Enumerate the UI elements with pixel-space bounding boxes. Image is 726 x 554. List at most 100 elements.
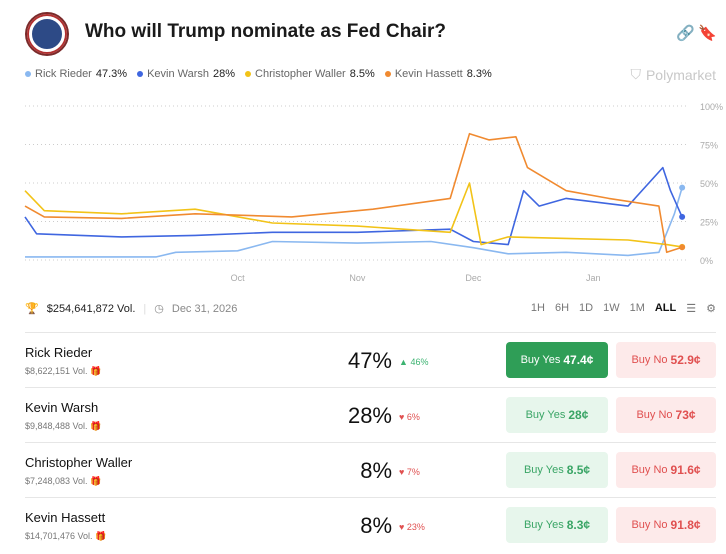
outcome-row[interactable]: Christopher Waller $7,248,083 Vol. 🎁 8% … — [25, 442, 716, 497]
legend-name: Christopher Waller — [255, 68, 346, 80]
buy-no-label: Buy No — [631, 464, 668, 476]
outcome-name: Kevin Warsh — [25, 400, 99, 415]
buy-yes-price: 8.5¢ — [566, 463, 591, 477]
outcome-name: Kevin Hassett — [25, 510, 106, 525]
outcome-probability: 28% — [347, 403, 392, 428]
legend-name: Rick Rieder — [35, 68, 92, 80]
legend-dot — [25, 71, 31, 77]
y-tick-label: 100% — [700, 102, 723, 112]
x-tick-label: Oct — [231, 273, 246, 283]
heart-down-icon: ♥ — [399, 412, 405, 422]
buy-yes-label: Buy Yes — [525, 409, 566, 421]
outcome-probability: 47% — [347, 348, 392, 373]
change-value: 7% — [406, 467, 420, 477]
buy-yes-button[interactable]: Buy Yes 47.4¢ — [506, 342, 608, 378]
buy-no-button[interactable]: Buy No 52.9¢ — [616, 342, 716, 378]
bookmark-icon[interactable]: 🔖 — [698, 25, 717, 42]
legend-dot — [384, 71, 391, 77]
outcome-volume: $8,622,151 Vol. 🎁 — [25, 366, 101, 377]
series-line-christopher-waller — [24, 182, 683, 248]
probability-change: ♥ 6% — [399, 412, 420, 422]
time-range-selector: 1H 6H 1D 1W 1M ALL ☰ ⚙ — [531, 302, 716, 315]
buy-no-button[interactable]: Buy No 91.8¢ — [616, 507, 716, 543]
end-date: Dec 31, 2026 — [171, 302, 238, 315]
probability-change: ♥ 7% — [399, 467, 420, 477]
legend-value: 47.3% — [95, 68, 128, 80]
buy-no-button[interactable]: Buy No 91.6¢ — [616, 452, 716, 488]
outcome-row[interactable]: Kevin Hassett $14,701,476 Vol. 🎁 8% ♥ 23… — [25, 497, 716, 552]
buy-yes-price: 28¢ — [568, 408, 589, 422]
outcome-name: Rick Rieder — [25, 345, 93, 360]
x-tick-label: Dec — [465, 273, 482, 283]
change-value: 23% — [406, 522, 425, 532]
fed-seal-logo — [25, 12, 69, 56]
change-value: 46% — [410, 357, 429, 367]
divider: | — [143, 302, 147, 315]
buy-yes-button[interactable]: Buy Yes 28¢ — [506, 397, 608, 433]
buy-yes-button[interactable]: Buy Yes 8.5¢ — [506, 452, 608, 488]
buy-yes-label: Buy Yes — [523, 464, 564, 476]
volume-text: $9,848,488 Vol. — [25, 421, 88, 431]
link-icon[interactable]: 🔗 — [676, 25, 695, 42]
range-6h[interactable]: 6H — [554, 302, 570, 314]
probability-change: ♥ 23% — [399, 522, 425, 532]
legend-dot — [245, 71, 252, 77]
outcome-row[interactable]: Rick Rieder $8,622,151 Vol. 🎁 47% ▲ 46% … — [25, 332, 716, 387]
y-tick-label: 0% — [700, 256, 713, 266]
series-line-kevin-hassett — [24, 132, 683, 254]
buy-no-label: Buy No — [631, 354, 668, 366]
gift-icon: 🎁 — [90, 366, 102, 376]
buy-yes-price: 8.3¢ — [566, 518, 591, 532]
buy-yes-label: Buy Yes — [520, 354, 561, 366]
settings-icon[interactable]: ⚙ — [706, 303, 716, 315]
polymarket-logo-icon: ⛉ — [630, 66, 641, 82]
buy-no-label: Buy No — [636, 409, 673, 421]
clock-icon: ◷ — [154, 303, 164, 315]
series-line-kevin-warsh — [24, 166, 683, 246]
outcome-volume: $14,701,476 Vol. 🎁 — [25, 531, 106, 542]
buy-no-button[interactable]: Buy No 73¢ — [616, 397, 716, 433]
buy-no-price: 91.6¢ — [670, 463, 701, 477]
outcome-probability: 8% — [360, 513, 392, 538]
triangle-up-icon: ▲ — [399, 357, 408, 367]
buy-no-price: 91.8¢ — [670, 518, 701, 532]
gift-icon: 🎁 — [90, 476, 102, 486]
sort-icon[interactable]: ☰ — [686, 303, 697, 315]
price-chart: 100% 75% 50% 25% 0% Oct Nov Dec Jan — [24, 102, 723, 283]
range-all[interactable]: ALL — [654, 302, 677, 314]
legend-value: 28% — [213, 68, 236, 80]
outcome-volume: $9,848,488 Vol. 🎁 — [25, 421, 101, 432]
outcome-probability: 8% — [360, 458, 392, 483]
outcome-name: Christopher Waller — [25, 455, 133, 470]
buy-no-price: 52.9¢ — [670, 353, 701, 367]
legend-item: Kevin Hassett 8.3% — [384, 68, 492, 80]
legend-dot — [137, 71, 144, 77]
outcome-row[interactable]: Kevin Warsh $9,848,488 Vol. 🎁 28% ♥ 6% B… — [25, 387, 716, 442]
series-endpoint — [679, 213, 686, 220]
range-1m[interactable]: 1M — [629, 302, 645, 314]
range-1d[interactable]: 1D — [579, 302, 594, 314]
buy-no-price: 73¢ — [675, 408, 696, 422]
heart-down-icon: ♥ — [399, 522, 405, 532]
legend-item: Christopher Waller 8.5% — [245, 68, 375, 80]
buy-yes-price: 47.4¢ — [563, 353, 594, 367]
range-1w[interactable]: 1W — [603, 302, 620, 314]
y-tick-label: 25% — [700, 218, 718, 228]
legend-value: 8.5% — [349, 68, 375, 80]
volume-text: $8,622,151 Vol. — [25, 366, 88, 376]
x-tick-label: Nov — [349, 273, 366, 283]
y-tick-label: 75% — [700, 141, 718, 151]
page-title: Who will Trump nominate as Fed Chair? — [85, 21, 447, 42]
volume-text: $7,248,083 Vol. — [25, 476, 88, 486]
legend-name: Kevin Warsh — [147, 68, 210, 80]
legend-value: 8.3% — [466, 68, 492, 80]
range-1h[interactable]: 1H — [530, 302, 545, 314]
polymarket-watermark: ⛉ Polymarket — [630, 66, 716, 83]
legend-name: Kevin Hassett — [394, 68, 463, 80]
buy-yes-button[interactable]: Buy Yes 8.3¢ — [506, 507, 608, 543]
legend-item: Kevin Warsh 28% — [137, 68, 235, 80]
probability-change: ▲ 46% — [399, 357, 428, 367]
heart-down-icon: ♥ — [399, 467, 405, 477]
volume-text: $14,701,476 Vol. — [25, 531, 93, 541]
series-endpoint — [679, 244, 686, 251]
